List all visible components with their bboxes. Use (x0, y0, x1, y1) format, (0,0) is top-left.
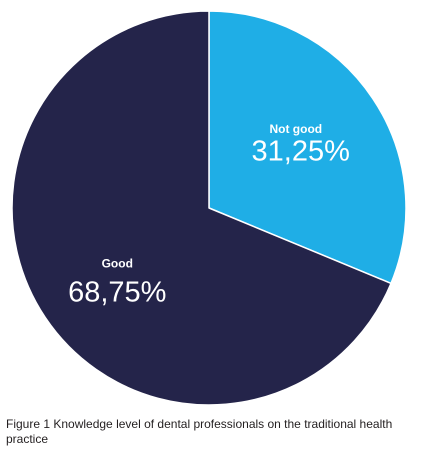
slice-label-not-good: Not good (269, 122, 322, 136)
slice-value-not-good: 31,25% (252, 136, 350, 168)
slice-value-good: 68,75% (68, 276, 166, 308)
figure-caption: Figure 1 Knowledge level of dental profe… (6, 417, 393, 446)
pie-slice-good (11, 10, 392, 406)
slice-label-good: Good (102, 256, 133, 270)
pie-slice-not-good (208, 10, 407, 285)
